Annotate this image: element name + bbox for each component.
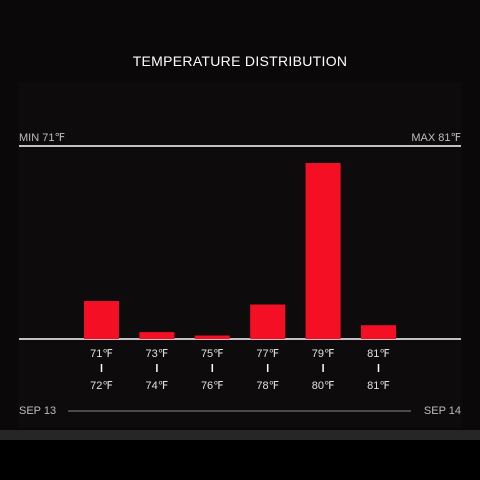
chart-title: TEMPERATURE DISTRIBUTION xyxy=(132,53,348,69)
bar-6 xyxy=(361,325,396,339)
date-end-label: SEP 14 xyxy=(423,405,461,417)
bar-3 xyxy=(194,335,230,339)
bin-high-label: 80℉ xyxy=(312,380,335,392)
bin-high-label: 72℉ xyxy=(90,380,113,392)
bin-high-label: 74℉ xyxy=(146,380,169,392)
bin-high-label: 76℉ xyxy=(201,380,224,392)
bin-low-label: 71℉ xyxy=(90,348,113,360)
bar-4 xyxy=(250,304,286,339)
bar-1 xyxy=(84,301,119,339)
chart-panel xyxy=(18,82,462,427)
max-temperature-label: MAX 81℉ xyxy=(411,132,461,144)
min-temperature-label: MIN 71℉ xyxy=(19,132,65,144)
bin-low-label: 73℉ xyxy=(146,348,169,360)
tick-labels-group: 71℉ 72℉ 73℉ 74℉ 75℉ 76℉ 77℉ 78℉ 79℉ 80℉ 81℉ 81℉ xyxy=(90,348,390,392)
bar-5 xyxy=(305,163,341,339)
bars-group xyxy=(84,163,396,339)
date-start-label: SEP 13 xyxy=(19,405,57,417)
bottom-bar xyxy=(0,430,480,440)
bin-low-label: 77℉ xyxy=(256,348,279,360)
bin-low-label: 75℉ xyxy=(201,348,224,360)
temperature-histogram: 71℉ 72℉ 73℉ 74℉ 75℉ 76℉ 77℉ 78℉ 79℉ 80℉ 81℉ 81℉ xyxy=(19,145,461,412)
bar-2 xyxy=(139,332,175,339)
bin-high-label: 81℉ xyxy=(367,380,390,392)
bin-low-label: 79℉ xyxy=(312,348,335,360)
bin-low-label: 81℉ xyxy=(367,348,390,360)
bin-high-label: 78℉ xyxy=(256,380,279,392)
